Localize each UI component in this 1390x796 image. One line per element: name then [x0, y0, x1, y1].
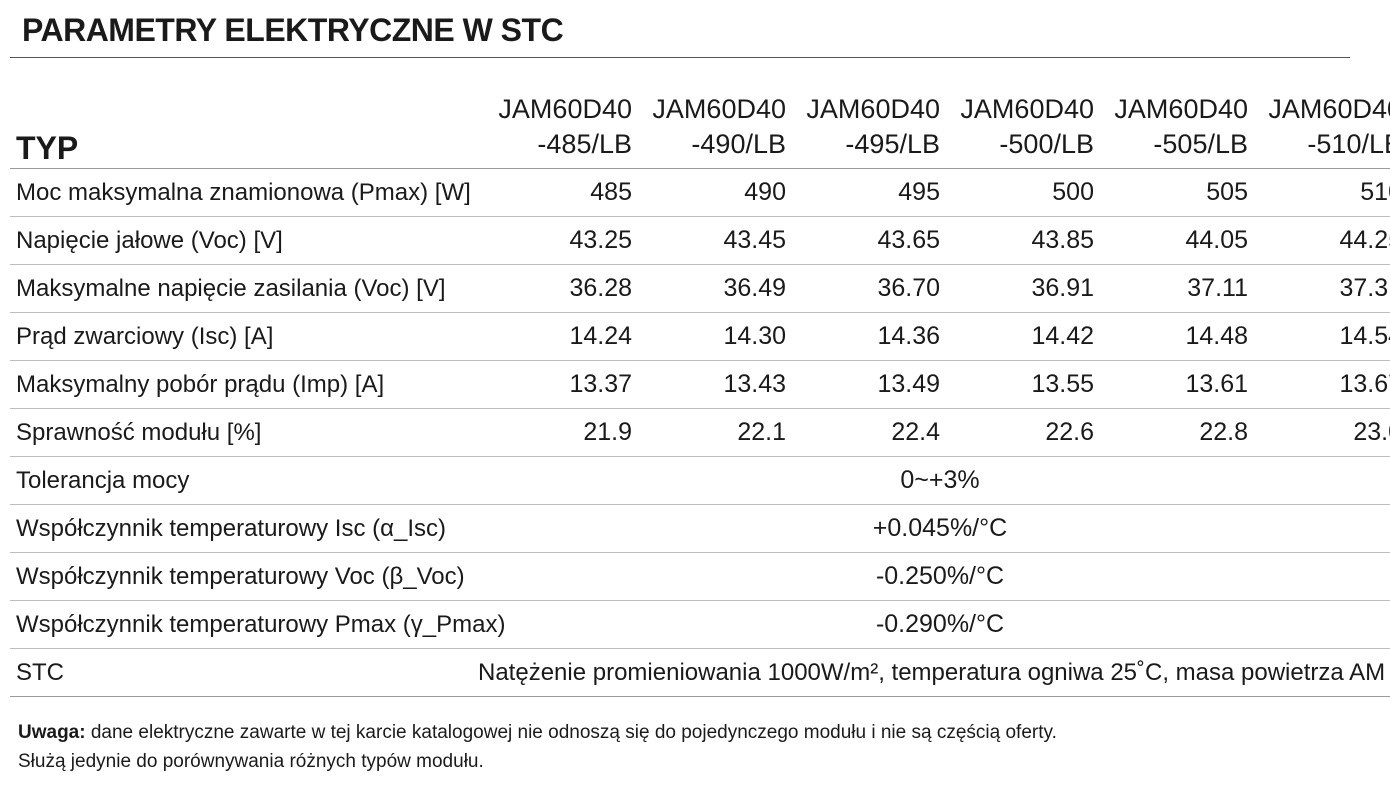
cell-value: 22.8	[1094, 408, 1248, 457]
row-label: Współczynnik temperaturowy Voc (β_Voc)	[10, 552, 478, 601]
page-title: PARAMETRY ELEKTRYCZNE W STC	[22, 12, 564, 48]
row-label: Maksymalne napięcie zasilania (Voc) [V]	[10, 264, 478, 313]
cell-value: 13.67	[1248, 360, 1390, 409]
row-label: Współczynnik temperaturowy Pmax (γ_Pmax)	[10, 600, 505, 649]
table-row: Sprawność modułu [%] 21.9 22.1 22.4 22.6…	[10, 408, 1390, 457]
cell-value: 0~+3%	[478, 456, 1390, 505]
cell-value: 14.42	[940, 312, 1094, 361]
row-label: STC	[10, 648, 478, 697]
row-label: Sprawność modułu [%]	[10, 408, 478, 457]
cell-value: 44.05	[1094, 216, 1248, 265]
cell-value: 14.24	[478, 312, 632, 361]
row-label: Maksymalny pobór prądu (Imp) [A]	[10, 360, 478, 409]
cell-value: 13.61	[1094, 360, 1248, 409]
table-row: Współczynnik temperaturowy Pmax (γ_Pmax)…	[10, 600, 1390, 649]
cell-value: 37.31	[1248, 264, 1390, 313]
model-header: JAM60D40 -490/LB	[632, 92, 786, 169]
cell-value: 43.65	[786, 216, 940, 265]
model-header: JAM60D40 -505/LB	[1094, 92, 1248, 169]
row-label: Współczynnik temperaturowy Isc (α_Isc)	[10, 504, 478, 553]
cell-value: 23.0	[1248, 408, 1390, 457]
row-label: Prąd zwarciowy (Isc) [A]	[10, 312, 478, 361]
cell-value: 36.70	[786, 264, 940, 313]
table-row: Napięcie jałowe (Voc) [V] 43.25 43.45 43…	[10, 216, 1390, 265]
cell-value: 500	[940, 168, 1094, 217]
footnote-line-2: Służą jedynie do porównywania różnych ty…	[18, 751, 484, 772]
cell-value: 485	[478, 168, 632, 217]
cell-value: 13.43	[632, 360, 786, 409]
cell-value: 14.36	[786, 312, 940, 361]
table-row: Maksymalne napięcie zasilania (Voc) [V] …	[10, 264, 1390, 313]
cell-value: 13.37	[478, 360, 632, 409]
row-label: Moc maksymalna znamionowa (Pmax) [W]	[10, 168, 478, 217]
cell-value: +0.045%/°C	[478, 504, 1390, 553]
cell-value: 36.91	[940, 264, 1094, 313]
type-header: TYP	[10, 92, 478, 169]
model-header: JAM60D40-510/LB	[1248, 92, 1390, 169]
cell-value: 13.49	[786, 360, 940, 409]
model-header: JAM60D40 -495/LB	[786, 92, 940, 169]
model-header: JAM60D40 -500/LB	[940, 92, 1094, 169]
cell-value: 14.54	[1248, 312, 1390, 361]
table-row: Maksymalny pobór prądu (Imp) [A] 13.37 1…	[10, 360, 1390, 409]
cell-value: 36.49	[632, 264, 786, 313]
cell-value: 43.25	[478, 216, 632, 265]
cell-value: -0.250%/°C	[478, 552, 1390, 601]
row-label: Napięcie jałowe (Voc) [V]	[10, 216, 478, 265]
header-row: TYP JAM60D40 -485/LB JAM60D40 -490/LB JAM6…	[10, 92, 1390, 169]
electrical-parameters-table: TYP JAM60D40 -485/LB JAM60D40 -490/LB JAM6…	[10, 92, 1390, 697]
cell-value: 22.6	[940, 408, 1094, 457]
cell-value: 43.45	[632, 216, 786, 265]
cell-value: 37.11	[1094, 264, 1248, 313]
cell-value: 14.30	[632, 312, 786, 361]
footnote: Uwaga: dane elektryczne zawarte w tej ka…	[18, 718, 1057, 776]
cell-value: 14.48	[1094, 312, 1248, 361]
cell-value: 510	[1248, 168, 1390, 217]
table-row: Współczynnik temperaturowy Isc (α_Isc) +…	[10, 504, 1390, 553]
footnote-line-1: Uwaga: dane elektryczne zawarte w tej ka…	[18, 722, 1057, 743]
cell-value: 36.28	[478, 264, 632, 313]
table-row: STC Natężenie promieniowania 1000W/m², t…	[10, 648, 1390, 697]
cell-value: 44.25	[1248, 216, 1390, 265]
cell-value: -0.290%/°C	[478, 600, 1390, 649]
cell-value: 490	[632, 168, 786, 217]
table-row: Prąd zwarciowy (Isc) [A] 14.24 14.30 14.…	[10, 312, 1390, 361]
footnote-label: Uwaga:	[18, 722, 86, 743]
title-divider	[10, 57, 1350, 58]
table-row: Współczynnik temperaturowy Voc (β_Voc) -…	[10, 552, 1390, 601]
cell-value: 495	[786, 168, 940, 217]
cell-value: 22.1	[632, 408, 786, 457]
cell-value: 43.85	[940, 216, 1094, 265]
cell-value: 505	[1094, 168, 1248, 217]
table-row: Moc maksymalna znamionowa (Pmax) [W] 485…	[10, 168, 1390, 217]
cell-value: 22.4	[786, 408, 940, 457]
cell-value: 13.55	[940, 360, 1094, 409]
cell-value: Natężenie promieniowania 1000W/m², tempe…	[478, 648, 1390, 697]
table-row: Tolerancja mocy 0~+3%	[10, 456, 1390, 505]
model-header: JAM60D40 -485/LB	[478, 92, 632, 169]
cell-value: 21.9	[478, 408, 632, 457]
row-label: Tolerancja mocy	[10, 456, 478, 505]
